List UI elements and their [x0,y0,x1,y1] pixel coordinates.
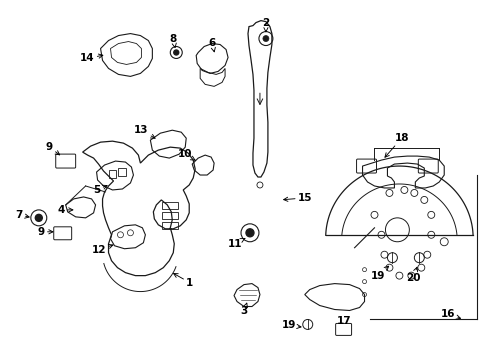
Circle shape [173,50,179,55]
Text: 19: 19 [281,320,301,330]
Text: 20: 20 [405,267,420,283]
Text: 9: 9 [38,227,53,237]
Text: 4: 4 [57,205,73,215]
Text: 3: 3 [240,303,247,316]
Text: 9: 9 [45,142,60,155]
Circle shape [263,36,268,41]
Text: 11: 11 [227,238,244,249]
Text: 8: 8 [169,33,177,48]
Text: 2: 2 [262,18,269,32]
Text: 13: 13 [134,125,155,138]
Text: 14: 14 [80,54,102,63]
Text: 12: 12 [92,244,113,255]
Text: 17: 17 [337,316,351,327]
Text: 19: 19 [370,266,388,281]
Text: 18: 18 [384,133,408,157]
Text: 1: 1 [173,274,193,288]
Text: 15: 15 [283,193,312,203]
Text: 6: 6 [208,37,215,52]
Text: 10: 10 [177,149,195,160]
Circle shape [35,214,42,221]
Circle shape [245,229,253,237]
Text: 16: 16 [440,310,460,319]
Text: 5: 5 [93,185,107,195]
Text: 7: 7 [16,210,29,220]
